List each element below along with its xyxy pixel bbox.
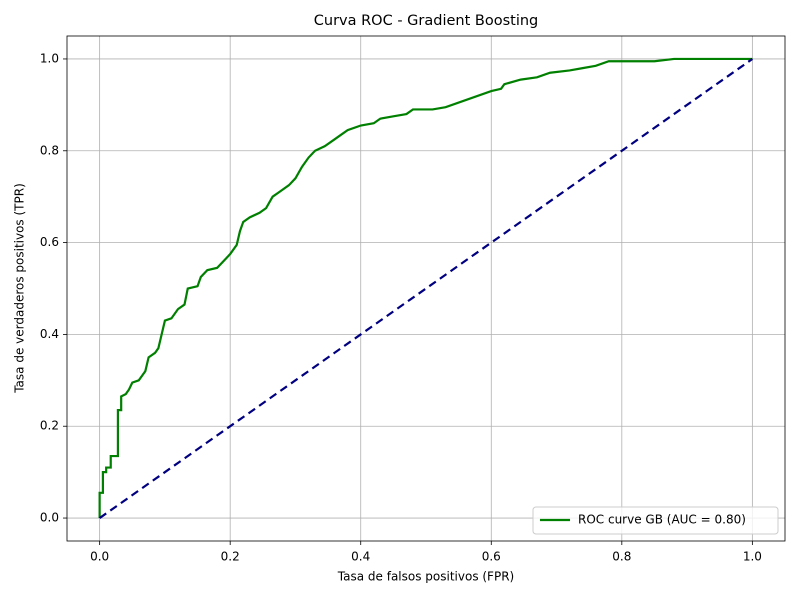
x-tick-label: 0.0 [90, 550, 109, 564]
x-tick-label: 0.8 [612, 550, 631, 564]
y-tick-label: 0.6 [40, 235, 59, 249]
x-axis-label: Tasa de falsos positivos (FPR) [337, 570, 514, 584]
x-tick-label: 0.4 [351, 550, 370, 564]
roc-curve [98, 57, 753, 519]
x-tick-label: 0.6 [482, 550, 501, 564]
y-axis-label: Tasa de verdaderos positivos (TPR) [13, 183, 27, 394]
x-tick-label: 0.2 [221, 550, 240, 564]
y-tick-label: 0.2 [40, 419, 59, 433]
y-tick-label: 1.0 [40, 51, 59, 65]
legend-box [532, 506, 779, 535]
y-tick-label: 0.0 [40, 511, 59, 525]
legend-label: ROC curve GB (AUC = 0.80) [578, 513, 746, 527]
x-tick-label: 1.0 [743, 550, 762, 564]
reference-line [99, 58, 753, 519]
y-tick-label: 0.8 [40, 143, 59, 157]
y-tick-label: 0.4 [40, 327, 59, 341]
plot-frame [66, 35, 786, 542]
chart-title: Curva ROC - Gradient Boosting [314, 13, 539, 29]
